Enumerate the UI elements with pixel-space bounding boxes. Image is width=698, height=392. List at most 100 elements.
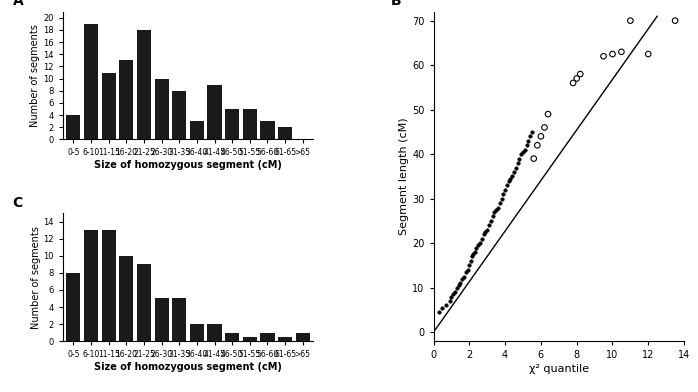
Bar (260, 332, 274, 341)
Point (484, 222, 495, 229)
Point (489, 209, 500, 215)
Point (478, 231, 489, 238)
Point (542, 111, 554, 117)
Bar (84, 230, 98, 341)
Bar (207, 324, 221, 341)
Y-axis label: Number of segments: Number of segments (31, 226, 40, 328)
Bar (225, 332, 239, 341)
Point (505, 176, 516, 182)
Point (519, 147, 530, 153)
Point (507, 173, 518, 180)
Bar (102, 73, 116, 140)
Point (473, 242, 484, 249)
Point (455, 280, 466, 286)
Point (526, 129, 537, 135)
Bar (225, 109, 239, 140)
Bar (190, 324, 204, 341)
Point (643, 51, 654, 57)
Y-axis label: Number of segments: Number of segments (31, 24, 40, 127)
Text: A: A (13, 0, 24, 8)
Point (437, 305, 448, 311)
Point (517, 149, 528, 155)
Bar (154, 298, 169, 341)
Point (487, 213, 498, 220)
Point (669, 18, 681, 24)
Bar (66, 115, 80, 140)
Point (485, 218, 496, 224)
Bar (119, 60, 133, 140)
Point (501, 182, 512, 189)
Point (521, 142, 532, 149)
Point (482, 227, 493, 233)
Point (607, 51, 618, 57)
Y-axis label: Segment length (cM): Segment length (cM) (399, 118, 409, 235)
Point (450, 289, 461, 295)
Bar (278, 127, 292, 140)
Bar (119, 256, 133, 341)
Point (440, 302, 452, 309)
Point (567, 80, 579, 86)
X-axis label: Size of homozygous segment (cM): Size of homozygous segment (cM) (94, 362, 282, 372)
Bar (172, 91, 186, 140)
Bar (207, 85, 221, 140)
Point (535, 133, 547, 140)
Point (510, 164, 521, 171)
Point (459, 273, 470, 279)
Point (539, 124, 550, 131)
Point (598, 53, 609, 60)
Point (571, 75, 582, 82)
Point (498, 191, 509, 197)
Point (523, 138, 534, 144)
Point (500, 187, 511, 193)
Point (616, 49, 627, 55)
Point (512, 160, 524, 166)
Bar (102, 230, 116, 341)
Bar (154, 79, 169, 140)
Point (475, 240, 486, 246)
Bar (278, 337, 292, 341)
Point (492, 204, 503, 211)
Bar (172, 298, 186, 341)
Point (574, 71, 586, 77)
Point (525, 133, 536, 140)
Point (528, 156, 540, 162)
Bar (296, 332, 310, 341)
Point (453, 282, 464, 289)
Point (451, 285, 462, 291)
Point (503, 178, 514, 184)
Text: C: C (13, 196, 23, 210)
Point (625, 18, 636, 24)
Bar (137, 30, 151, 140)
Point (516, 151, 527, 157)
Point (508, 169, 519, 175)
Point (476, 236, 487, 242)
Point (469, 249, 480, 255)
Point (471, 245, 482, 251)
Bar (190, 121, 204, 140)
Point (446, 293, 457, 299)
Point (456, 276, 468, 282)
Point (496, 196, 507, 202)
Text: B: B (391, 0, 401, 8)
Point (462, 267, 473, 273)
Point (491, 207, 502, 213)
Bar (84, 24, 98, 140)
Bar (260, 121, 274, 140)
X-axis label: χ² quantile: χ² quantile (528, 364, 589, 374)
Bar (243, 337, 257, 341)
Point (460, 269, 471, 275)
Point (468, 251, 479, 258)
Point (466, 253, 477, 260)
Point (466, 258, 477, 264)
Point (480, 229, 491, 235)
X-axis label: Size of homozygous segment (cM): Size of homozygous segment (cM) (94, 160, 282, 170)
Point (444, 298, 455, 304)
Point (447, 291, 459, 298)
Bar (243, 109, 257, 140)
Bar (66, 273, 80, 341)
Point (494, 200, 505, 206)
Bar (137, 265, 151, 341)
Point (514, 156, 525, 162)
Point (463, 262, 475, 269)
Point (433, 309, 445, 315)
